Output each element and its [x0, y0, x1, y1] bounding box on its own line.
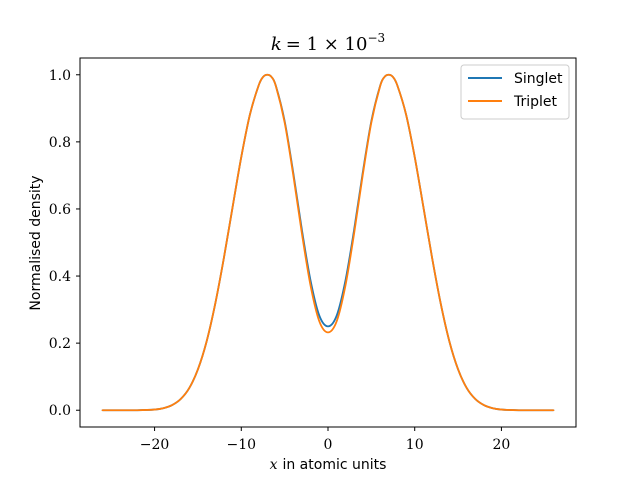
x-axis-label: x in atomic units [270, 457, 387, 473]
x-tick-label: −10 [227, 437, 257, 453]
legend: Singlet Triplet [460, 64, 570, 120]
legend-label-triplet: Triplet [513, 94, 558, 110]
series-layer [101, 73, 555, 412]
y-axis-ticks: 0.0 0.2 0.4 0.6 0.8 1.0 [49, 68, 80, 419]
chart-title: k = 1 × 10−3 [271, 31, 385, 55]
x-tick-label: 10 [406, 437, 424, 453]
y-axis-label: Normalised density [28, 175, 44, 310]
x-tick-label: −20 [140, 437, 170, 453]
x-axis-ticks: −20 −10 0 10 20 [140, 427, 511, 453]
y-tick-label: 0.8 [49, 135, 71, 151]
series-line-triplet [101, 73, 555, 412]
legend-label-singlet: Singlet [514, 71, 563, 87]
x-tick-label: 20 [493, 437, 511, 453]
y-tick-label: 0.0 [49, 403, 71, 419]
y-tick-label: 1.0 [49, 68, 71, 84]
y-tick-label: 0.6 [49, 202, 71, 218]
y-tick-label: 0.2 [49, 336, 71, 352]
x-tick-label: 0 [324, 437, 333, 453]
y-tick-label: 0.4 [49, 269, 71, 285]
